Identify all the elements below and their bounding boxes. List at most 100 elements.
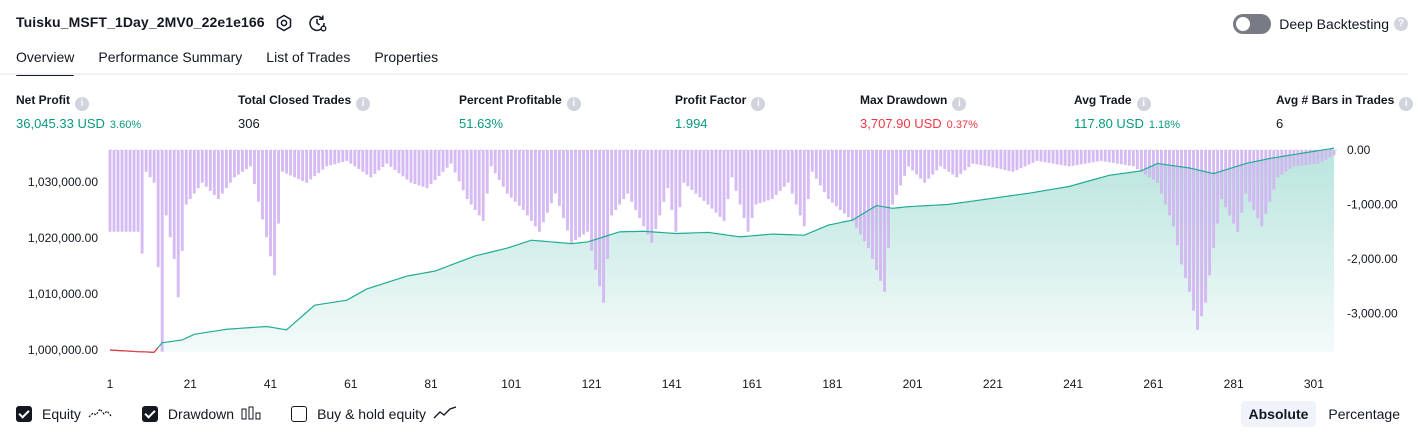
strategy-title: Tuisku_MSFT_1Day_2MV0_22e1e166 <box>16 14 265 30</box>
drawdown-bar <box>859 150 862 235</box>
metric-avg-bars-in-trades: Avg # Bars in Trades i 6 <box>1276 93 1414 131</box>
drawdown-bar <box>1067 150 1071 167</box>
drawdown-bar <box>662 150 666 202</box>
info-icon[interactable]: i <box>1399 97 1414 111</box>
drawdown-bar <box>112 150 116 232</box>
drawdown-checkbox[interactable] <box>141 406 158 422</box>
gear-icon[interactable] <box>274 13 294 33</box>
absolute-button[interactable]: Absolute <box>1240 401 1317 427</box>
equity-line-icon <box>88 406 112 423</box>
drawdown-bar <box>638 150 642 219</box>
buy-hold-checkbox[interactable] <box>291 406 308 422</box>
drawdown-bar <box>863 150 866 242</box>
equity-checkbox[interactable] <box>16 406 32 422</box>
drawdown-bar <box>1324 150 1328 160</box>
drawdown-bar <box>871 150 874 259</box>
drawdown-bar <box>666 150 670 189</box>
drawdown-bar <box>1011 150 1015 172</box>
drawdown-bar <box>1123 150 1127 165</box>
tab-divider <box>0 73 1408 75</box>
drawdown-bar <box>249 150 252 167</box>
equity-line <box>109 147 1335 353</box>
drawdown-bar <box>357 150 361 170</box>
drawdown-bar <box>457 150 461 182</box>
y-tick-label: 1,020,000.00 <box>28 231 98 245</box>
drawdown-bar <box>453 150 457 173</box>
drawdown-bar <box>1228 150 1232 216</box>
drawdown-bar <box>277 150 280 224</box>
drawdown-bar <box>746 150 750 232</box>
drawdown-bar <box>766 150 770 201</box>
drawdown-bar <box>533 150 537 227</box>
tab-performance-summary[interactable]: Performance Summary <box>98 49 243 65</box>
x-tick-label: 221 <box>983 377 1003 391</box>
drawdown-bar <box>1027 150 1031 165</box>
drawdown-bar <box>967 150 971 168</box>
drawdown-bar <box>1212 150 1216 249</box>
info-icon[interactable]: ? <box>1394 17 1408 31</box>
drawdown-bar <box>365 150 369 175</box>
metric-percent: 3.60% <box>109 119 142 131</box>
drawdown-bar <box>1252 150 1256 210</box>
tab-properties[interactable]: Properties <box>374 49 439 65</box>
deep-backtesting-toggle[interactable] <box>1233 14 1272 34</box>
info-icon[interactable]: i <box>75 97 89 111</box>
y-tick-label: 1,000,000.00 <box>28 343 98 357</box>
drawdown-bar <box>883 150 886 292</box>
legend-buy-hold[interactable]: Buy & hold equity <box>291 405 457 423</box>
legend-drawdown[interactable]: Drawdown <box>141 406 261 423</box>
metric-value: 3,707.90 USD <box>860 116 942 131</box>
drawdown-bar <box>1003 150 1007 170</box>
info-icon[interactable]: i <box>356 97 371 111</box>
info-icon[interactable]: i <box>566 97 581 111</box>
drawdown-bar <box>1180 150 1183 265</box>
strategy-header: Tuisku_MSFT_1Day_2MV0_22e1e166 Deep Back… <box>0 0 1424 46</box>
drawdown-bar <box>706 150 710 205</box>
drawdown-bar <box>465 150 469 200</box>
drawdown-bar <box>867 150 870 249</box>
drawdown-bar <box>630 150 634 202</box>
equity-drawdown-chart[interactable]: 1,030,000.00 1,020,000.00 1,010,000.00 1,00… <box>0 140 1424 395</box>
drawdown-bar <box>116 150 120 232</box>
drawdown-bar <box>429 150 433 185</box>
tab-overview[interactable]: Overview <box>16 46 75 76</box>
drawdown-bar <box>1308 150 1312 165</box>
drawdown-bar <box>650 150 654 243</box>
y-tick-label: 0.00 <box>1347 143 1371 157</box>
drawdown-bar <box>349 150 353 164</box>
drawdown-bar <box>1023 150 1027 167</box>
drawdown-bar <box>497 150 501 180</box>
drawdown-bar <box>1099 150 1103 161</box>
tab-list-of-trades[interactable]: List of Trades <box>266 49 351 65</box>
x-tick-label: 1 <box>107 377 114 391</box>
drawdown-bar <box>265 150 268 238</box>
drawdown-bar <box>1159 150 1163 194</box>
drawdown-bar <box>477 150 481 216</box>
drawdown-bar <box>493 150 497 174</box>
drawdown-bar <box>1168 150 1171 216</box>
info-icon[interactable]: i <box>1136 97 1151 111</box>
drawdown-bar <box>590 150 594 251</box>
drawdown-bar <box>1328 150 1332 158</box>
drawdown-bar <box>1164 150 1167 205</box>
drawdown-bar <box>401 150 405 177</box>
percentage-button[interactable]: Percentage <box>1328 406 1400 422</box>
drawdown-bar <box>794 150 798 205</box>
drawdown-bar <box>842 150 846 214</box>
metric-value: 51.63% <box>459 116 504 131</box>
drawdown-bar <box>802 150 806 227</box>
refresh-clock-icon[interactable] <box>307 13 327 33</box>
info-icon[interactable]: i <box>952 97 967 111</box>
info-icon[interactable]: i <box>751 97 766 111</box>
drawdown-bar <box>1071 150 1075 166</box>
drawdown-bar <box>1176 150 1179 246</box>
drawdown-bar <box>678 150 682 208</box>
drawdown-bar <box>409 150 413 183</box>
drawdown-bar <box>658 150 662 216</box>
legend-equity[interactable]: Equity <box>16 406 112 423</box>
drawdown-bar <box>562 150 565 219</box>
drawdown-bar <box>325 150 329 167</box>
drawdown-bar <box>1115 150 1119 164</box>
drawdown-bar <box>333 150 337 165</box>
drawdown-bar <box>550 150 553 204</box>
